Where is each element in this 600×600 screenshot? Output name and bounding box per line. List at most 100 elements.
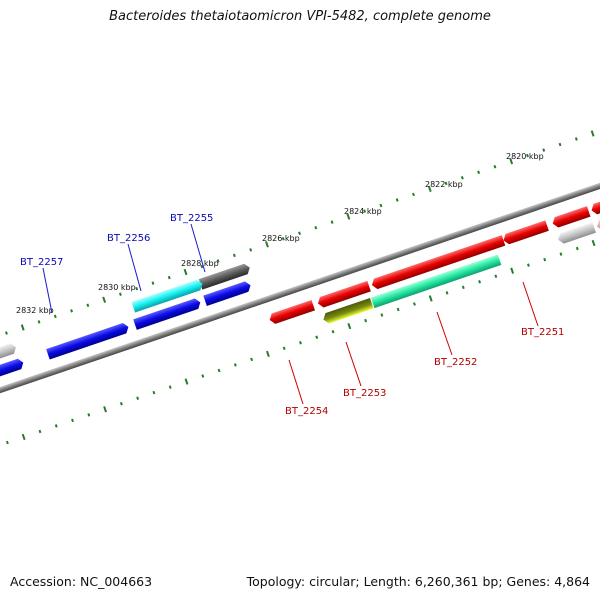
gene-label-bt2251[interactable]: BT_2251 (521, 327, 564, 338)
kbp-label-2822: 2822 kbp (425, 180, 463, 189)
scale-tick (265, 241, 269, 248)
scale-tick (347, 322, 352, 330)
scale-tick (510, 267, 515, 274)
scale-tick (477, 170, 481, 175)
scale-tick (299, 341, 302, 345)
scale-tick (494, 274, 498, 278)
scale-tick (102, 296, 107, 303)
scale-tick (526, 263, 530, 267)
gene-label-bt2255[interactable]: BT_2255 (170, 213, 213, 224)
scale-tick (70, 309, 74, 313)
scale-tick (574, 137, 578, 141)
scale-tick (542, 148, 546, 152)
gene-red-d (503, 220, 549, 245)
scale-tick (87, 413, 91, 417)
kbp-labels: 2820 kbp 2822 kbp 2824 kbp 2826 kbp 2828… (16, 152, 544, 315)
scale-tick (135, 286, 139, 291)
scale-tick (5, 440, 9, 445)
reverse-genes-inner (322, 202, 600, 325)
callout-line-bt2255 (190, 223, 206, 273)
scale-tick (200, 264, 204, 269)
scale-tick (152, 390, 156, 395)
scale-tick (5, 331, 8, 335)
scale-tick (445, 291, 449, 295)
gene-label-bt2256[interactable]: BT_2256 (107, 233, 150, 244)
kbp-label-2832: 2832 kbp (16, 306, 54, 315)
callout-line-bt2257 (42, 267, 53, 314)
scale-tick (281, 237, 285, 241)
scale-tick (590, 130, 595, 137)
scale-tick (428, 295, 433, 302)
scale-tick (298, 231, 301, 235)
gene-bt2256[interactable] (131, 279, 205, 313)
gene-blue-b (133, 298, 201, 330)
scale-tick (526, 153, 529, 158)
scale-tick (21, 433, 26, 441)
scale-tick (364, 318, 368, 323)
gene-blue-d (0, 358, 24, 379)
accession-text: Accession: NC_004663 (10, 574, 153, 589)
gene-bt2254[interactable] (268, 299, 316, 325)
gene-bt2255[interactable] (198, 262, 252, 290)
scale-tick (217, 368, 221, 373)
scale-tick (184, 378, 189, 385)
scale-tick (54, 424, 58, 428)
forward-genes-inner (0, 281, 251, 379)
gene-label-bt2252[interactable]: BT_2252 (434, 357, 477, 368)
gene-bt2253[interactable] (322, 297, 374, 325)
scale-tick (460, 176, 464, 180)
forward-genes-outer (0, 262, 252, 361)
scale-tick (136, 396, 140, 400)
scale-tick (591, 239, 596, 247)
scale-tick (559, 252, 563, 256)
scale-tick (201, 374, 205, 378)
kbp-label-2820: 2820 kbp (506, 152, 544, 161)
scale-tick (250, 357, 254, 362)
gene-label-bt2254[interactable]: BT_2254 (285, 406, 328, 417)
scale-tick (282, 346, 286, 351)
gene-light-left (0, 343, 16, 361)
scale-tick (493, 164, 497, 169)
scale-tick (315, 335, 319, 339)
scale-tick (444, 181, 448, 186)
scale-ticks-lower (5, 239, 596, 445)
scale-tick (167, 275, 171, 280)
scale-tick (558, 142, 562, 147)
scale-tick (20, 324, 25, 331)
scale-tick (461, 285, 465, 290)
scale-tick (71, 418, 74, 423)
scale-tick (509, 158, 514, 165)
scale-tick (232, 253, 236, 258)
gene-bt2257[interactable] (46, 322, 130, 360)
scale-tick (427, 185, 432, 193)
callout-line-bt2256 (127, 243, 142, 292)
callout-line-bt2251 (522, 281, 539, 327)
scale-tick (543, 257, 547, 262)
reverse-genes-outer (268, 186, 600, 325)
gene-red-b (317, 280, 371, 308)
scale-tick (249, 248, 253, 252)
gene-red-c (371, 235, 506, 290)
kbp-label-2824: 2824 kbp (344, 207, 382, 216)
callout-line-bt2252 (436, 311, 453, 356)
scale-tick (413, 302, 416, 306)
scale-tick (380, 313, 384, 317)
scale-tick (575, 246, 579, 251)
scale-tick (118, 292, 122, 296)
scale-tick (168, 385, 172, 389)
scale-tick (119, 401, 123, 406)
gene-red-e (552, 206, 591, 228)
kbp-label-2830: 2830 kbp (98, 283, 136, 292)
scale-tick (396, 307, 400, 312)
gene-bt2252[interactable] (370, 254, 502, 309)
scale-tick (37, 320, 41, 324)
gene-label-bt2253[interactable]: BT_2253 (343, 388, 386, 399)
scale-tick (331, 329, 335, 334)
gene-bt2251[interactable] (556, 222, 596, 245)
callout-line-bt2253 (345, 341, 362, 387)
gene-label-bt2257[interactable]: BT_2257 (20, 257, 63, 268)
scale-tick (38, 429, 42, 434)
genome-backbone (0, 169, 600, 407)
scale-tick (379, 203, 383, 208)
